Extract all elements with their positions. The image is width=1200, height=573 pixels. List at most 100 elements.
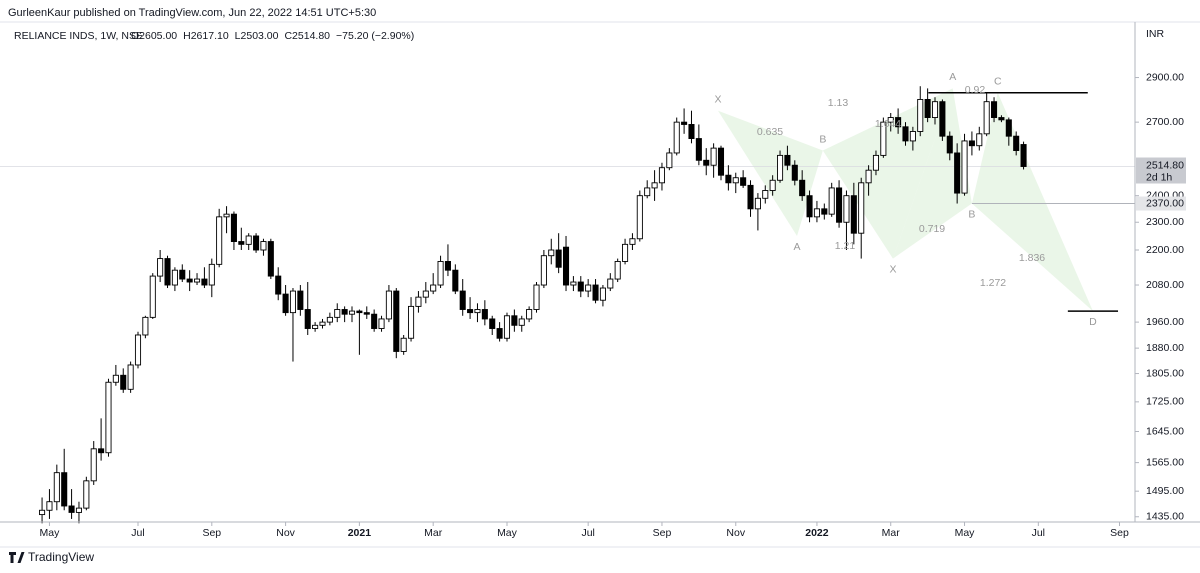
pattern-point-label: D (1089, 316, 1097, 328)
ratio-label: 0.92 (965, 84, 986, 96)
candle-body (843, 195, 850, 223)
candle-body (459, 290, 466, 310)
candle-body (791, 164, 798, 181)
candle-body (415, 296, 422, 307)
ratio-label: 0.719 (919, 223, 945, 235)
candle-body (651, 182, 658, 189)
y-tick-label: 1435.00 (1146, 511, 1184, 523)
candle-body (585, 284, 592, 292)
candle-body (83, 480, 90, 509)
x-tick-label: Mar (424, 527, 443, 539)
candle-body (371, 313, 378, 329)
last-price-badge (1136, 157, 1186, 184)
symbol: RELIANCE INDS, 1W, NSE (14, 30, 143, 42)
candle-body (408, 305, 415, 339)
candle-body (695, 138, 702, 161)
y-tick-label: 2900.00 (1146, 71, 1184, 83)
candle-body (592, 284, 599, 301)
pattern-fill (971, 92, 1093, 312)
candle-body (636, 195, 643, 240)
candle-body (348, 310, 356, 315)
candle-body (39, 509, 46, 516)
candle-body (356, 310, 363, 314)
candle-body (991, 101, 998, 118)
candle-body (378, 318, 385, 329)
candle-body (400, 337, 407, 352)
legend-value: L2503.00 (235, 30, 279, 42)
candle-body (710, 147, 717, 166)
candle-body (260, 241, 267, 251)
candle-body (68, 505, 75, 513)
candle-body (688, 124, 695, 140)
y-tick-label: 1495.00 (1146, 485, 1184, 497)
x-tick-label: 2022 (805, 527, 829, 539)
candle-body (998, 117, 1005, 121)
last-price-label: 2514.80 (1146, 159, 1184, 171)
pattern-fill (892, 88, 972, 259)
candle-body (740, 177, 747, 186)
candle-body (334, 309, 341, 318)
pattern-point-label: B (968, 208, 975, 220)
candle-body (1013, 135, 1020, 151)
candle-body (614, 261, 621, 280)
y-tick-label: 1960.00 (1146, 316, 1184, 328)
candle-body (924, 98, 931, 118)
candle-body (548, 249, 555, 257)
candle-body (393, 290, 400, 352)
candle-body (599, 287, 606, 301)
candle-body (577, 281, 584, 292)
ratio-label: 1.21 (835, 240, 856, 252)
candle-body (518, 318, 525, 326)
candle-body (629, 238, 636, 245)
candle-body (909, 131, 916, 142)
candle-body (622, 243, 629, 262)
y-tick-label: 1725.00 (1146, 396, 1184, 408)
candle-body (312, 324, 319, 329)
candle-body (489, 318, 496, 329)
candle-body (806, 195, 813, 218)
candle-body (968, 140, 975, 147)
y-tick-label: 2080.00 (1146, 279, 1184, 291)
x-tick-label: Nov (276, 527, 295, 539)
x-tick-label: Jul (1032, 527, 1045, 539)
x-tick-label: Sep (202, 527, 221, 539)
candle-body (939, 101, 946, 137)
x-tick-label: Mar (882, 527, 901, 539)
candle-body (444, 261, 451, 271)
candle-body (872, 154, 880, 171)
ratio-label: 1.644 (875, 118, 901, 130)
candle-body (902, 126, 909, 142)
candle-body (164, 258, 171, 286)
candle-body (732, 177, 739, 184)
level-label: 2370.00 (1146, 197, 1184, 209)
candle-body (319, 321, 326, 326)
candle-body (511, 315, 518, 326)
legend-value: H2617.10 (183, 30, 229, 42)
candle-body (540, 255, 547, 286)
candle-body (142, 316, 149, 336)
candle-body (105, 381, 112, 454)
legend-value: −75.20 (−2.90%) (336, 30, 414, 42)
candle-body (452, 269, 459, 292)
candle-body (725, 174, 732, 184)
legend-value: O2605.00 (131, 30, 177, 42)
candle-body (289, 290, 297, 314)
candle-body (526, 309, 533, 320)
plot-area: X A B X A B C D 0.635 1.13 1.644 1.21 0.719 0.92 1.836… (0, 71, 1135, 524)
candle-body (230, 213, 237, 242)
x-tick-label: Jul (131, 527, 144, 539)
candle-body (267, 241, 274, 277)
candle-body (363, 312, 370, 315)
candle-body (865, 169, 872, 184)
candle-body (53, 472, 60, 503)
candle-body (887, 117, 894, 123)
candle-body (496, 328, 503, 339)
candle-body (836, 187, 843, 223)
candle-body (134, 334, 142, 366)
candle-body (666, 152, 673, 169)
x-tick-label: 2021 (348, 527, 372, 539)
candle-body (880, 121, 887, 156)
candle-body (430, 284, 437, 292)
